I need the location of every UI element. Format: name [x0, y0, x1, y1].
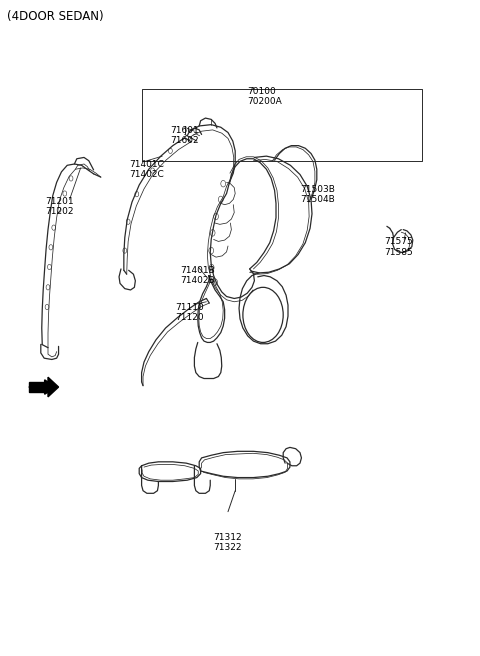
Text: (4DOOR SEDAN): (4DOOR SEDAN) — [7, 10, 104, 23]
Text: 71110
71120: 71110 71120 — [175, 303, 204, 323]
FancyArrow shape — [29, 380, 55, 394]
Text: 71312
71322: 71312 71322 — [214, 533, 242, 552]
Text: 71575
71585: 71575 71585 — [384, 237, 413, 257]
Text: 71201
71202: 71201 71202 — [46, 197, 74, 216]
Text: 71503B
71504B: 71503B 71504B — [300, 185, 335, 205]
Bar — [29, 382, 48, 392]
Text: 71601
71602: 71601 71602 — [170, 126, 199, 146]
Text: 71401C
71402C: 71401C 71402C — [130, 160, 165, 180]
Polygon shape — [48, 377, 59, 397]
Text: FR.: FR. — [28, 385, 48, 396]
Text: 71401B
71402B: 71401B 71402B — [180, 266, 215, 285]
Text: 70100
70200A: 70100 70200A — [247, 87, 282, 106]
